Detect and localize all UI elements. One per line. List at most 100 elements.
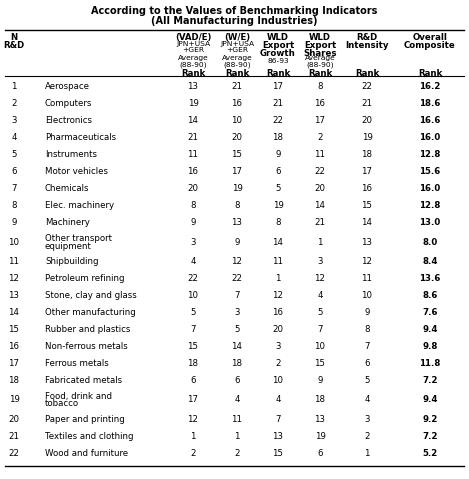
Text: Ferrous metals: Ferrous metals	[45, 359, 109, 368]
Text: 18: 18	[315, 396, 325, 404]
Text: Growth: Growth	[260, 49, 296, 58]
Text: 2: 2	[234, 449, 240, 458]
Text: Rank: Rank	[181, 69, 205, 78]
Text: 14: 14	[8, 308, 20, 317]
Text: 7: 7	[364, 342, 370, 351]
Text: 6: 6	[275, 167, 281, 176]
Text: 9: 9	[275, 150, 280, 159]
Text: 13: 13	[188, 82, 198, 91]
Text: equipment: equipment	[45, 241, 92, 251]
Text: 17: 17	[8, 359, 20, 368]
Text: Pharmaceuticals: Pharmaceuticals	[45, 133, 116, 142]
Text: 15: 15	[8, 325, 20, 334]
Text: 18: 18	[362, 150, 372, 159]
Text: 9: 9	[234, 238, 240, 247]
Text: 21: 21	[272, 99, 283, 108]
Text: 18: 18	[272, 133, 283, 142]
Text: 7.2: 7.2	[422, 376, 438, 385]
Text: 1: 1	[317, 238, 323, 247]
Text: Shares: Shares	[303, 49, 337, 58]
Text: 12: 12	[8, 274, 20, 283]
Text: 1: 1	[11, 82, 17, 91]
Text: 2: 2	[317, 133, 323, 142]
Text: 20: 20	[315, 184, 325, 193]
Text: +GER: +GER	[226, 47, 248, 53]
Text: Rank: Rank	[266, 69, 290, 78]
Text: 9: 9	[11, 218, 17, 227]
Text: 21: 21	[232, 82, 242, 91]
Text: Petroleum refining: Petroleum refining	[45, 274, 124, 283]
Text: 16.0: 16.0	[419, 133, 440, 142]
Text: 5: 5	[234, 325, 240, 334]
Text: 19: 19	[232, 184, 242, 193]
Text: 12: 12	[315, 274, 325, 283]
Text: 9: 9	[364, 308, 370, 317]
Text: 5: 5	[275, 184, 281, 193]
Text: (88-90): (88-90)	[223, 61, 251, 68]
Text: Chemicals: Chemicals	[45, 184, 90, 193]
Text: 7: 7	[317, 325, 323, 334]
Text: 5: 5	[317, 308, 323, 317]
Text: 14: 14	[188, 116, 198, 125]
Text: 6: 6	[234, 376, 240, 385]
Text: Food, drink and: Food, drink and	[45, 391, 112, 400]
Text: 4: 4	[11, 133, 17, 142]
Text: Rank: Rank	[308, 69, 332, 78]
Text: 5: 5	[190, 308, 196, 317]
Text: 19: 19	[272, 201, 283, 210]
Text: 22: 22	[272, 116, 283, 125]
Text: 15.6: 15.6	[419, 167, 440, 176]
Text: 1: 1	[234, 432, 240, 441]
Text: 9.2: 9.2	[422, 415, 438, 424]
Text: 18: 18	[188, 359, 198, 368]
Text: 13: 13	[232, 218, 242, 227]
Text: 5.2: 5.2	[423, 449, 438, 458]
Text: 6: 6	[190, 376, 196, 385]
Text: 11: 11	[8, 257, 20, 266]
Text: 18.6: 18.6	[419, 99, 441, 108]
Text: Elec. machinery: Elec. machinery	[45, 201, 114, 210]
Text: 20: 20	[8, 415, 20, 424]
Text: 7.6: 7.6	[422, 308, 438, 317]
Text: 7: 7	[11, 184, 17, 193]
Text: 6: 6	[11, 167, 17, 176]
Text: 14: 14	[362, 218, 372, 227]
Text: 4: 4	[190, 257, 196, 266]
Text: Export: Export	[304, 41, 336, 50]
Text: (VAD/E): (VAD/E)	[175, 33, 211, 42]
Text: 8.6: 8.6	[422, 291, 438, 300]
Text: 20: 20	[272, 325, 283, 334]
Text: Electronics: Electronics	[45, 116, 92, 125]
Text: 7: 7	[190, 325, 196, 334]
Text: 10: 10	[272, 376, 283, 385]
Text: 11: 11	[188, 150, 198, 159]
Text: 12.8: 12.8	[419, 150, 441, 159]
Text: 10: 10	[362, 291, 372, 300]
Text: 19: 19	[8, 396, 19, 404]
Text: Machinery: Machinery	[45, 218, 90, 227]
Text: R&D: R&D	[3, 41, 25, 50]
Text: 9.8: 9.8	[422, 342, 438, 351]
Text: 17: 17	[188, 396, 198, 404]
Text: 22: 22	[315, 167, 325, 176]
Text: Average: Average	[305, 55, 335, 61]
Text: 2: 2	[190, 449, 196, 458]
Text: 9.4: 9.4	[422, 396, 438, 404]
Text: 15: 15	[188, 342, 198, 351]
Text: 15: 15	[232, 150, 242, 159]
Text: 21: 21	[315, 218, 325, 227]
Text: 10: 10	[315, 342, 325, 351]
Text: 22: 22	[8, 449, 20, 458]
Text: 1: 1	[364, 449, 370, 458]
Text: 4: 4	[275, 396, 281, 404]
Text: Paper and printing: Paper and printing	[45, 415, 125, 424]
Text: 3: 3	[190, 238, 196, 247]
Text: 18: 18	[232, 359, 242, 368]
Text: 17: 17	[362, 167, 372, 176]
Text: Rank: Rank	[225, 69, 249, 78]
Text: 6: 6	[317, 449, 323, 458]
Text: (88-90): (88-90)	[179, 61, 207, 68]
Text: 14: 14	[272, 238, 283, 247]
Text: 13: 13	[362, 238, 372, 247]
Text: 6: 6	[364, 359, 370, 368]
